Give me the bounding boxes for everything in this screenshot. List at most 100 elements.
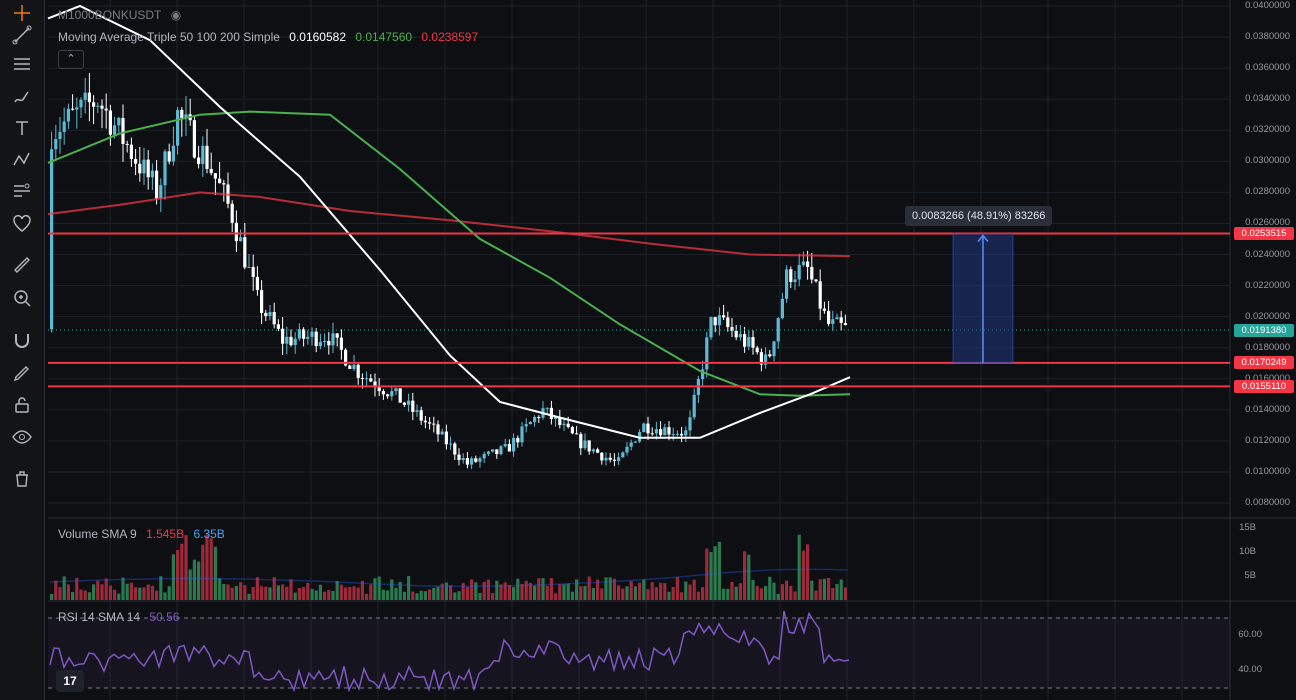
volume-bar [747,554,751,600]
price-axis-label: 0.0380000 [1245,31,1290,43]
candle-body [722,315,726,318]
candle-body [507,444,511,452]
collapse-legend-button[interactable]: ⌃ [58,50,84,69]
candle-body [251,267,255,277]
ruler-icon[interactable] [8,252,36,278]
candle-body [520,426,524,443]
tradingview-logo[interactable]: 17 [56,670,84,692]
volume-bar [394,587,398,600]
brush-icon[interactable] [8,84,36,110]
volume-bar [188,569,192,600]
crosshair-icon[interactable] [8,0,36,26]
volume-bar [176,550,180,600]
magnet-icon[interactable] [8,328,36,354]
volume-bar [722,588,726,600]
lock-drawing-icon[interactable] [8,360,36,386]
trendline-icon[interactable] [8,22,36,48]
candle-body [339,337,343,350]
candle-body [675,433,679,435]
volume-bar [50,593,54,600]
volume-bar [570,591,574,600]
candle-body [785,269,789,299]
candle-body [159,185,163,199]
volume-bar [352,586,356,600]
volume-bar [440,583,444,600]
candle-body [717,315,721,326]
candle-body [419,410,423,421]
candle-body [142,159,146,174]
candle-body [285,336,289,344]
candle-body [709,317,713,338]
candle-body [566,423,570,427]
candle-body [806,261,810,267]
volume-bar [495,580,499,600]
volume-bar [797,534,801,600]
volume-bar [516,578,520,600]
candle-body [608,457,612,460]
volume-bar [806,544,810,600]
candle-body [528,421,532,425]
volume-bar [730,582,734,600]
volume-bar [524,580,528,600]
price-axis-label: 0.0200000 [1245,310,1290,322]
candle-body [83,92,87,100]
candle-body [633,441,637,443]
visibility-eye-icon[interactable]: ◉ [170,8,182,22]
candle-body [390,391,394,397]
candle-body [814,279,818,282]
volume-bar [457,591,461,600]
volume-bar [801,550,805,600]
volume-bar [100,584,104,600]
candle-body [79,99,83,108]
eye-icon[interactable] [8,424,36,450]
volume-bar [772,582,776,600]
volume-bar [398,581,402,600]
zoom-icon[interactable] [8,285,36,311]
candle-body [394,388,398,392]
candle-body [209,168,213,174]
volume-bar [449,585,453,600]
candle-body [121,117,125,144]
candle-body [688,417,692,431]
volume-bar [587,576,591,600]
candle-body [432,423,436,425]
rsi-axis-label: 60.00 [1238,629,1262,640]
volume-bar [436,586,440,600]
lock-icon[interactable] [8,392,36,418]
candle-body [642,423,646,433]
heart-icon[interactable] [8,211,36,237]
volume-bar [717,541,721,600]
candle-body [62,121,66,132]
volume-bar [104,578,108,600]
candle-body [516,437,520,443]
trash-icon[interactable] [8,466,36,492]
volume-bar [659,582,663,600]
candle-body [318,342,322,347]
price-axis-label: 0.0360000 [1245,62,1290,74]
price-tag: 0.0253515 [1234,227,1294,240]
forecast-icon[interactable] [8,178,36,204]
candle-body [381,391,385,395]
volume-bar [281,584,285,600]
candle-body [478,458,482,462]
pattern-icon[interactable] [8,147,36,173]
volume-bar [810,580,814,600]
volume-bar [680,592,684,600]
volume-bar [365,593,369,600]
volume-bar [302,587,306,600]
volume-bar [512,587,516,600]
volume-bar [125,583,129,600]
fib-icon[interactable] [8,51,36,77]
candle-body [180,109,184,118]
volume-value-1: 1.545B [146,527,185,541]
volume-bar [377,576,381,600]
volume-bar [163,592,167,600]
candle-body [281,328,285,344]
candle-body [617,457,621,461]
volume-bar [344,587,348,600]
price-axis-label: 0.0260000 [1245,217,1290,229]
price-axis-label: 0.0240000 [1245,248,1290,260]
text-icon[interactable] [8,115,36,141]
